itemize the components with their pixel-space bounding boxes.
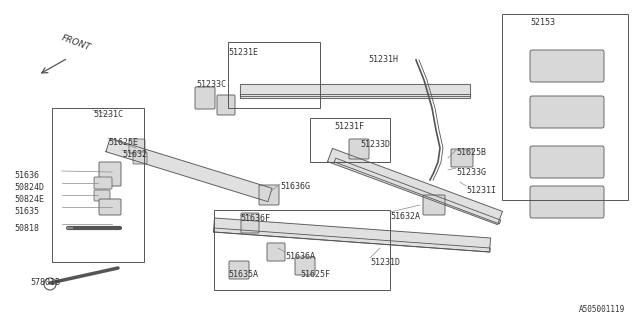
FancyBboxPatch shape bbox=[423, 195, 445, 215]
Bar bbox=[52, 108, 144, 262]
Polygon shape bbox=[214, 218, 490, 252]
Text: 52153: 52153 bbox=[530, 18, 555, 27]
Text: 50824E: 50824E bbox=[14, 195, 44, 204]
FancyBboxPatch shape bbox=[259, 185, 279, 205]
Text: 51231C: 51231C bbox=[93, 110, 123, 119]
Polygon shape bbox=[240, 84, 470, 96]
FancyBboxPatch shape bbox=[229, 261, 249, 279]
Text: FRONT: FRONT bbox=[60, 33, 92, 52]
Text: 51233G: 51233G bbox=[456, 168, 486, 177]
FancyBboxPatch shape bbox=[99, 199, 121, 215]
Text: 51635A: 51635A bbox=[228, 270, 258, 279]
Text: 57801B: 57801B bbox=[30, 278, 60, 287]
Text: 51625B: 51625B bbox=[456, 148, 486, 157]
Text: 51625F: 51625F bbox=[300, 270, 330, 279]
Text: 51625E: 51625E bbox=[108, 138, 138, 147]
Polygon shape bbox=[240, 94, 470, 98]
Text: 51632A: 51632A bbox=[390, 212, 420, 221]
Polygon shape bbox=[214, 228, 490, 252]
FancyBboxPatch shape bbox=[295, 257, 315, 275]
Text: A505001119: A505001119 bbox=[579, 305, 625, 314]
Polygon shape bbox=[328, 148, 502, 225]
FancyBboxPatch shape bbox=[451, 149, 473, 167]
Text: 51636G: 51636G bbox=[280, 182, 310, 191]
FancyBboxPatch shape bbox=[530, 96, 604, 128]
Text: 51233C: 51233C bbox=[196, 80, 226, 89]
Bar bbox=[214, 210, 390, 290]
FancyBboxPatch shape bbox=[99, 162, 121, 186]
Text: 51231E: 51231E bbox=[228, 48, 258, 57]
Bar bbox=[310, 118, 390, 162]
Text: 51231H: 51231H bbox=[368, 55, 398, 64]
FancyBboxPatch shape bbox=[530, 146, 604, 178]
Text: 51233D: 51233D bbox=[360, 140, 390, 149]
FancyBboxPatch shape bbox=[133, 152, 147, 164]
FancyBboxPatch shape bbox=[94, 177, 112, 189]
Text: 51636F: 51636F bbox=[240, 214, 270, 223]
Text: 51231D: 51231D bbox=[370, 258, 400, 267]
Text: 50818: 50818 bbox=[14, 224, 39, 233]
Text: 51231F: 51231F bbox=[334, 122, 364, 131]
Bar bbox=[228, 42, 320, 108]
Text: 51636A: 51636A bbox=[285, 252, 315, 261]
FancyBboxPatch shape bbox=[530, 50, 604, 82]
FancyBboxPatch shape bbox=[129, 139, 145, 153]
FancyBboxPatch shape bbox=[217, 95, 235, 115]
FancyBboxPatch shape bbox=[267, 243, 285, 261]
FancyBboxPatch shape bbox=[349, 139, 369, 159]
Text: 51635: 51635 bbox=[14, 207, 39, 216]
Text: 51632: 51632 bbox=[122, 150, 147, 159]
Text: 50824D: 50824D bbox=[14, 183, 44, 192]
Bar bbox=[502, 14, 628, 200]
FancyBboxPatch shape bbox=[530, 186, 604, 218]
Text: 51636: 51636 bbox=[14, 171, 39, 180]
FancyBboxPatch shape bbox=[241, 213, 259, 233]
Polygon shape bbox=[334, 158, 500, 224]
Polygon shape bbox=[106, 138, 272, 202]
Text: 51231I: 51231I bbox=[466, 186, 496, 195]
FancyBboxPatch shape bbox=[94, 190, 110, 201]
FancyBboxPatch shape bbox=[195, 87, 215, 109]
